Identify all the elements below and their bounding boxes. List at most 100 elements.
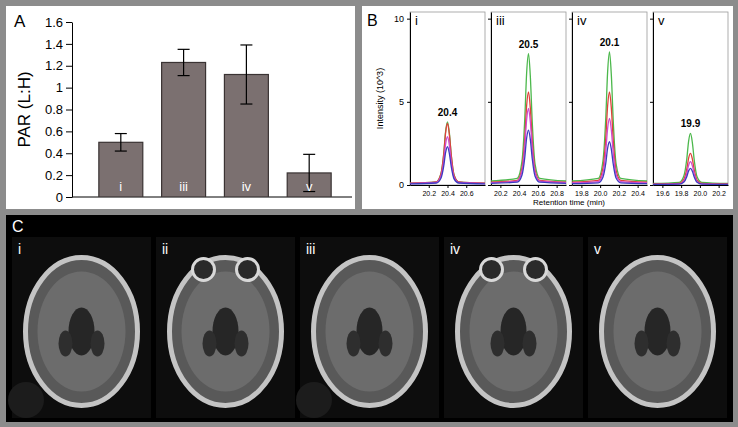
y-axis-tick-mark	[569, 185, 572, 186]
x-axis-tick: 20.6	[460, 185, 474, 197]
y-axis-tick-mark	[407, 102, 410, 103]
y-axis-tick: 1.4	[45, 37, 72, 52]
mri-image	[588, 237, 727, 418]
y-axis-tick-label: 0.4	[45, 146, 63, 161]
y-axis-tick-label: 0.8	[45, 102, 63, 117]
y-axis: 0 0.2 0.4 0.6 0.8 1 1.2 1.4 1.6	[45, 15, 73, 205]
plot-area	[491, 54, 566, 184]
y-axis-tick-mark	[66, 153, 72, 154]
y-axis-tick-mark	[66, 22, 72, 23]
y-axis-line	[653, 13, 654, 186]
peak-label: 20.1	[600, 37, 620, 48]
y-axis-line	[491, 13, 492, 186]
series-line	[572, 142, 647, 184]
category-label: v	[306, 179, 313, 194]
y-axis-tick-label: 1	[56, 80, 63, 95]
x-axis-tick-label: 20.2	[613, 190, 627, 197]
x-axis-line	[492, 185, 567, 186]
y-axis-tick-mark	[488, 185, 491, 186]
x-axis-tick-mark	[448, 185, 449, 188]
mri-image	[444, 237, 583, 418]
y-axis-tick-label: 1.2	[45, 58, 63, 73]
panel-letter: B	[367, 12, 378, 29]
y-axis-tick-mark	[66, 44, 72, 45]
x-axis-tick-mark	[557, 185, 558, 188]
x-axis-tick-label: 20.4	[441, 190, 455, 197]
y-axis-tick: 1.6	[45, 15, 72, 30]
image-label: iv	[450, 241, 460, 257]
series-line	[410, 122, 485, 183]
y-axis	[569, 13, 573, 186]
y-axis-tick: 0.4	[45, 146, 72, 161]
y-axis-tick	[488, 19, 491, 20]
y-axis-tick	[569, 185, 572, 186]
plot-area	[572, 52, 647, 184]
y-axis	[650, 13, 654, 186]
subpanel-title: iii	[496, 13, 505, 28]
error-bar	[178, 49, 190, 75]
panel-background	[362, 6, 733, 209]
y-axis-title: Intensity (10^3)	[375, 68, 385, 129]
y-axis-tick-mark	[407, 19, 410, 20]
plot-frame	[653, 12, 728, 185]
plot-frame	[410, 12, 485, 185]
x-axis-tick-mark	[581, 185, 582, 188]
y-axis-tick: 1	[56, 80, 72, 95]
category-label: i	[119, 179, 122, 194]
category-label: iii	[179, 179, 188, 194]
y-axis-tick-mark	[66, 66, 72, 67]
y-axis-tick-mark	[569, 19, 572, 20]
series-line	[653, 153, 728, 184]
series-line	[653, 162, 728, 185]
y-axis-tick-mark	[650, 185, 653, 186]
y-axis-line	[72, 23, 73, 198]
x-axis-tick: 20.4	[441, 185, 455, 197]
bar	[162, 62, 206, 197]
y-axis-tick: 0	[56, 190, 72, 205]
x-axis-tick-label: 20.0	[694, 190, 708, 197]
panel-background	[6, 215, 733, 422]
x-axis-tick: 20.8	[550, 185, 564, 197]
x-axis: 19.820.020.220.4	[573, 185, 648, 197]
x-axis-line	[654, 185, 729, 186]
x-axis-tick: 20.2	[494, 185, 508, 197]
y-axis-tick	[569, 102, 572, 103]
x-axis-tick-label: 20.0	[594, 190, 608, 197]
figure-background	[0, 0, 738, 427]
subpanel-title: v	[658, 13, 665, 28]
image-label: iii	[306, 241, 315, 257]
x-axis-tick-label: 20.6	[460, 190, 474, 197]
x-axis: 20.2 20.4 20.6	[411, 185, 486, 197]
x-axis-tick: 20.2	[422, 185, 436, 197]
y-axis-tick: 0.6	[45, 124, 72, 139]
y-axis-tick	[650, 102, 653, 103]
peak-label: 20.5	[519, 39, 539, 50]
x-axis-tick-label: 20.6	[532, 190, 546, 197]
x-axis-tick-label: 19.6	[656, 190, 670, 197]
y-axis-tick-mark	[488, 19, 491, 20]
y-axis-tick-label: 0	[399, 180, 404, 190]
x-axis-tick-mark	[700, 185, 701, 188]
x-axis-tick-mark	[600, 185, 601, 188]
x-axis-tick-mark	[719, 185, 720, 188]
y-axis-title: PAR (L:H)	[15, 71, 34, 147]
series-line	[653, 168, 728, 184]
x-axis-tick: 20.4	[513, 185, 527, 197]
peak-label: 20.4	[438, 107, 458, 118]
x-axis-tick-label: 19.8	[675, 190, 689, 197]
x-axis-tick: 19.8	[575, 185, 589, 197]
series-line	[653, 133, 728, 183]
y-axis: 0510	[394, 13, 411, 191]
category-label: iv	[242, 179, 252, 194]
panel-letter: A	[14, 12, 26, 31]
plot-area	[653, 133, 728, 184]
y-axis-tick-mark	[569, 102, 572, 103]
x-axis-tick-label: 20.2	[422, 190, 436, 197]
y-axis-tick-label: 0.2	[45, 168, 63, 183]
x-axis-tick: 20.2	[613, 185, 627, 197]
x-axis-tick-label: 20.2	[712, 190, 726, 197]
series-line	[572, 52, 647, 181]
plot-area	[410, 122, 485, 184]
y-axis-line	[410, 13, 411, 186]
y-axis-tick-mark	[650, 102, 653, 103]
